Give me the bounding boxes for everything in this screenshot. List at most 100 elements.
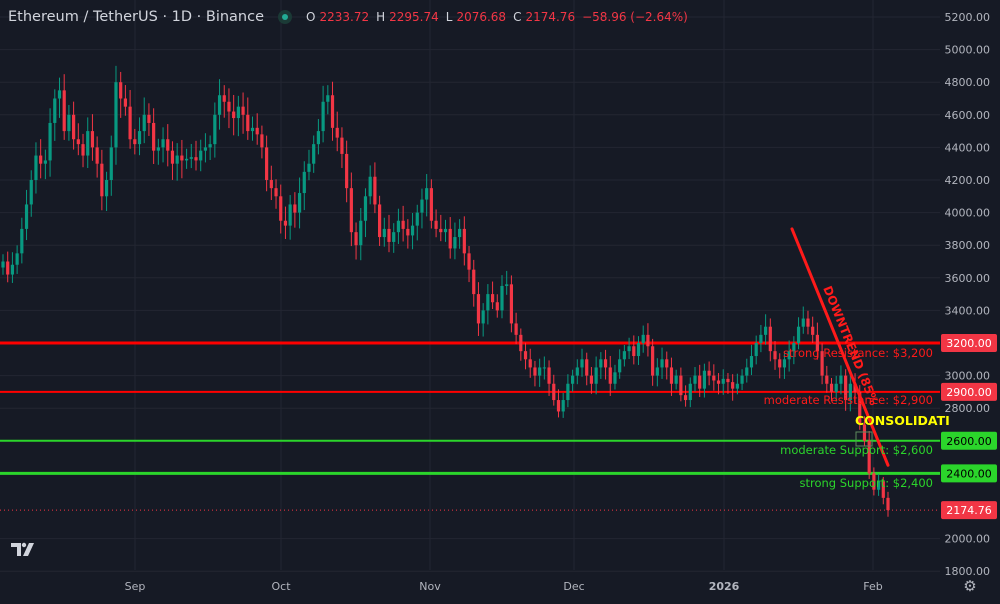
candle-body bbox=[10, 264, 15, 275]
time-axis[interactable]: Sep Oct Nov Dec 2026 Feb bbox=[125, 580, 883, 593]
open-label: O bbox=[306, 10, 316, 24]
tradingview-logo-icon[interactable] bbox=[10, 540, 38, 558]
candle-body bbox=[467, 253, 471, 270]
candle-body bbox=[740, 375, 744, 384]
candle-body bbox=[359, 220, 363, 246]
candle-body bbox=[425, 188, 429, 200]
candle-body bbox=[764, 326, 768, 335]
candle-body bbox=[472, 269, 476, 295]
candle-body bbox=[876, 481, 881, 490]
candle-body bbox=[265, 147, 269, 180]
candle-body bbox=[787, 351, 791, 360]
candle-body bbox=[434, 220, 438, 229]
settings-gear-icon[interactable]: ⚙ bbox=[963, 577, 977, 595]
price-axis[interactable]: 5200.00 5000.00 4800.00 4600.00 4400.00 4200.… bbox=[941, 11, 997, 578]
price-tick-label: 3600.00 bbox=[945, 272, 991, 285]
candle-body bbox=[580, 359, 584, 368]
candle-body bbox=[872, 473, 876, 490]
candle-body bbox=[585, 359, 589, 376]
symbol-header[interactable]: Ethereum / TetherUS · 1D · Binance O 2233… bbox=[8, 7, 695, 27]
candle-body bbox=[721, 378, 725, 384]
candle-body bbox=[801, 318, 805, 327]
candle-body bbox=[345, 153, 349, 189]
candle-body bbox=[782, 359, 787, 368]
price-badge bbox=[941, 334, 997, 352]
candle-body bbox=[834, 383, 838, 392]
candle-body bbox=[561, 400, 565, 412]
candle-body bbox=[820, 351, 824, 376]
candle-body bbox=[509, 284, 514, 324]
candle-body bbox=[796, 326, 801, 343]
candle-body bbox=[241, 106, 245, 115]
candle-body bbox=[806, 318, 810, 327]
candle-body bbox=[825, 375, 829, 384]
candle-body bbox=[523, 351, 528, 360]
candle-body bbox=[683, 395, 688, 401]
time-tick-label: Dec bbox=[563, 580, 584, 593]
candle-body bbox=[260, 134, 264, 148]
candle-body bbox=[688, 383, 692, 401]
time-tick-label: 2026 bbox=[709, 580, 740, 593]
candle-body bbox=[486, 294, 490, 311]
candle-body bbox=[453, 237, 457, 249]
candle-body bbox=[641, 334, 645, 343]
candle-body bbox=[693, 375, 697, 384]
price-badge bbox=[941, 501, 997, 520]
candle-body bbox=[844, 375, 848, 401]
candle-body bbox=[86, 131, 90, 156]
low-value: 2076.68 bbox=[456, 10, 507, 24]
candle-body bbox=[622, 351, 626, 360]
candle-body bbox=[382, 228, 386, 238]
candle-body bbox=[6, 261, 10, 275]
candle-body bbox=[881, 481, 885, 498]
candle-body bbox=[236, 106, 240, 119]
candle-body bbox=[53, 98, 57, 123]
downtrend-line[interactable] bbox=[790, 227, 890, 467]
candle-body bbox=[481, 310, 485, 324]
time-tick-label: Oct bbox=[271, 580, 291, 593]
symbol-title[interactable]: Ethereum / TetherUS · 1D · Binance bbox=[8, 9, 265, 25]
price-badge-label: 2400.00 bbox=[946, 467, 992, 480]
candle-body bbox=[72, 114, 76, 140]
candle-body bbox=[702, 370, 707, 389]
candle-body bbox=[81, 144, 85, 156]
candle-body bbox=[707, 370, 711, 376]
candle-body bbox=[250, 127, 255, 132]
price-tick-label: 3800.00 bbox=[945, 239, 991, 252]
candle-body bbox=[519, 334, 523, 352]
time-tick-label: Feb bbox=[863, 580, 882, 593]
candle-body bbox=[415, 212, 419, 226]
candle-body bbox=[712, 375, 716, 381]
candle-body bbox=[655, 367, 659, 376]
candle-body bbox=[759, 334, 763, 343]
high-value: 2295.74 bbox=[389, 10, 439, 24]
candle-body bbox=[104, 180, 109, 197]
candle-body bbox=[476, 294, 481, 324]
candle-body bbox=[123, 98, 127, 107]
candle-body bbox=[340, 137, 344, 154]
candle-body bbox=[326, 95, 330, 102]
price-tick-label: 2000.00 bbox=[945, 533, 991, 546]
candle-body bbox=[533, 367, 537, 376]
candle-body bbox=[95, 147, 99, 164]
candle-body bbox=[665, 359, 669, 368]
candle-body bbox=[39, 155, 43, 164]
candle-body bbox=[594, 367, 598, 384]
candle-body bbox=[152, 122, 156, 151]
candle-body bbox=[392, 232, 396, 242]
candle-body bbox=[792, 343, 796, 352]
candle-body bbox=[811, 326, 815, 335]
candle-body bbox=[726, 378, 730, 383]
candle-body bbox=[269, 180, 273, 189]
candle-body bbox=[1, 261, 5, 268]
candle-body bbox=[862, 424, 867, 441]
price-tick-label: 3000.00 bbox=[945, 370, 991, 383]
candle-body bbox=[575, 367, 579, 376]
candles bbox=[1, 65, 890, 517]
candle-body bbox=[142, 114, 146, 132]
candle-body bbox=[552, 383, 556, 401]
candle-body bbox=[293, 204, 297, 213]
candle-body bbox=[222, 95, 226, 102]
